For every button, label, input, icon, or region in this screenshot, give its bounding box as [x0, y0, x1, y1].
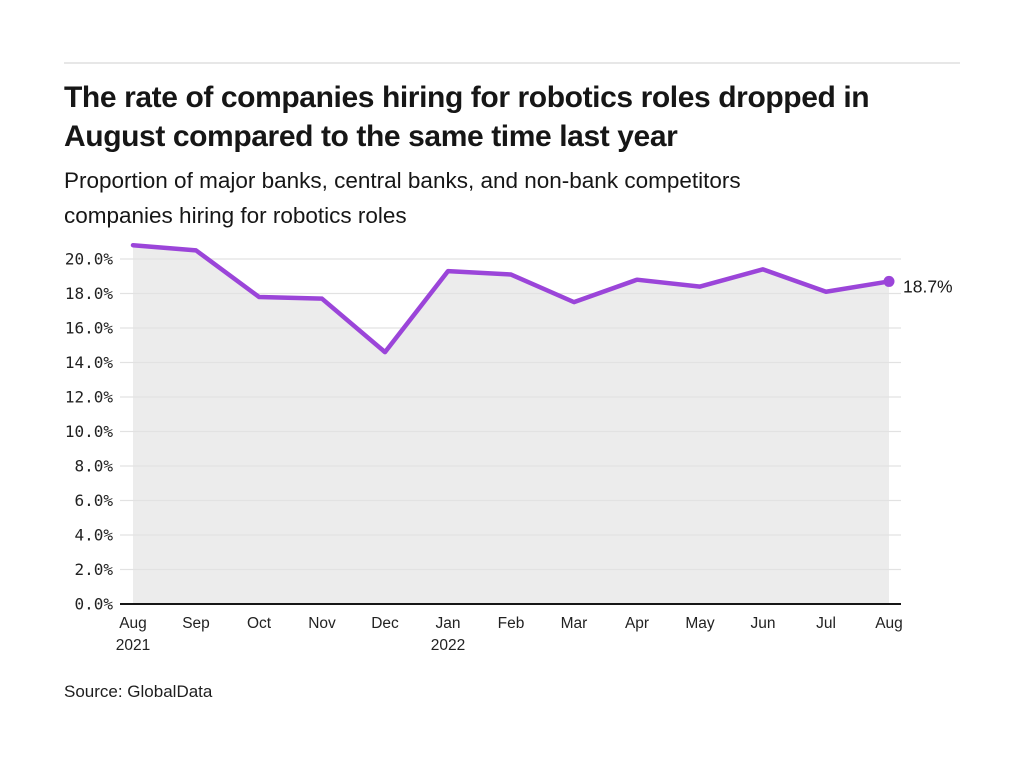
- x-tick-label: Aug: [119, 615, 147, 632]
- trend-line: [130, 242, 892, 355]
- y-tick-label: 12.0%: [65, 388, 114, 407]
- y-tick-label: 16.0%: [65, 319, 114, 338]
- chart-subtitle: Proportion of major banks, central banks…: [64, 168, 741, 228]
- source-attribution: Source: GlobalData: [64, 682, 213, 701]
- y-axis-labels: 0.0% 2.0% 4.0% 6.0% 8.0% 10.0% 12.0% 14.0% 16.0%…: [65, 250, 114, 614]
- page-title: The rate of companies hiring for robotic…: [64, 81, 870, 153]
- x-tick-label: May: [685, 615, 715, 632]
- y-tick-label: 14.0%: [65, 353, 114, 372]
- x-tick-label: Jul: [816, 615, 836, 632]
- y-tick-label: 8.0%: [74, 457, 113, 476]
- y-tick-label: 2.0%: [74, 560, 113, 579]
- y-tick-label: 4.0%: [74, 526, 113, 545]
- x-tick-label: Sep: [182, 615, 210, 632]
- x-tick-label: Oct: [247, 615, 272, 632]
- y-tick-label: 6.0%: [74, 491, 113, 510]
- x-tick-year-label: 2022: [431, 637, 465, 654]
- x-tick-label: Apr: [625, 615, 649, 632]
- x-tick-label: Mar: [561, 615, 588, 632]
- x-tick-label: Jan: [436, 615, 461, 632]
- x-tick-label: Nov: [308, 615, 336, 632]
- gridlines: [120, 258, 901, 571]
- top-divider: [64, 62, 960, 64]
- y-tick-label: 0.0%: [74, 595, 113, 614]
- end-value-label: 18.7%: [903, 276, 953, 296]
- x-tick-label: Dec: [371, 615, 399, 632]
- x-tick-label: Feb: [498, 615, 525, 632]
- x-tick-label: Aug: [875, 615, 903, 632]
- x-tick-year-label: 2021: [116, 637, 150, 654]
- x-tick-label: Jun: [751, 615, 776, 632]
- y-tick-label: 18.0%: [65, 284, 114, 303]
- area-fill: [133, 245, 889, 604]
- end-point-marker: [883, 275, 895, 287]
- y-tick-label: 10.0%: [65, 422, 114, 441]
- x-axis-labels: Aug 2021 Sep Oct Nov Dec Jan 2022 Feb Mar Apr May Ju…: [116, 615, 903, 654]
- y-tick-label: 20.0%: [65, 250, 114, 269]
